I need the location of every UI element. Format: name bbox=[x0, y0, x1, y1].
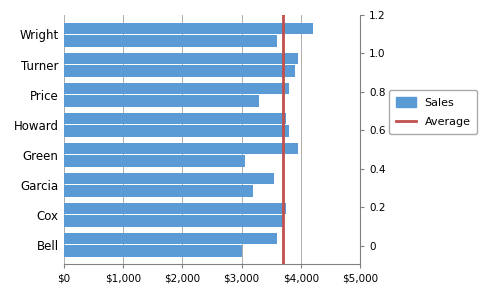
Bar bbox=[64, 52, 298, 64]
Bar bbox=[64, 95, 259, 106]
Bar bbox=[64, 202, 286, 214]
Bar bbox=[64, 22, 313, 34]
Bar bbox=[64, 172, 274, 184]
Bar bbox=[64, 65, 295, 76]
Bar bbox=[64, 232, 277, 244]
Bar bbox=[64, 155, 245, 166]
Bar bbox=[64, 245, 242, 256]
Bar bbox=[64, 215, 283, 226]
Bar bbox=[64, 185, 253, 196]
Legend: Sales, Average: Sales, Average bbox=[389, 90, 477, 134]
Bar bbox=[64, 35, 277, 46]
Bar bbox=[64, 125, 289, 136]
Bar bbox=[64, 82, 289, 94]
Bar bbox=[64, 112, 286, 124]
Bar bbox=[64, 142, 298, 154]
